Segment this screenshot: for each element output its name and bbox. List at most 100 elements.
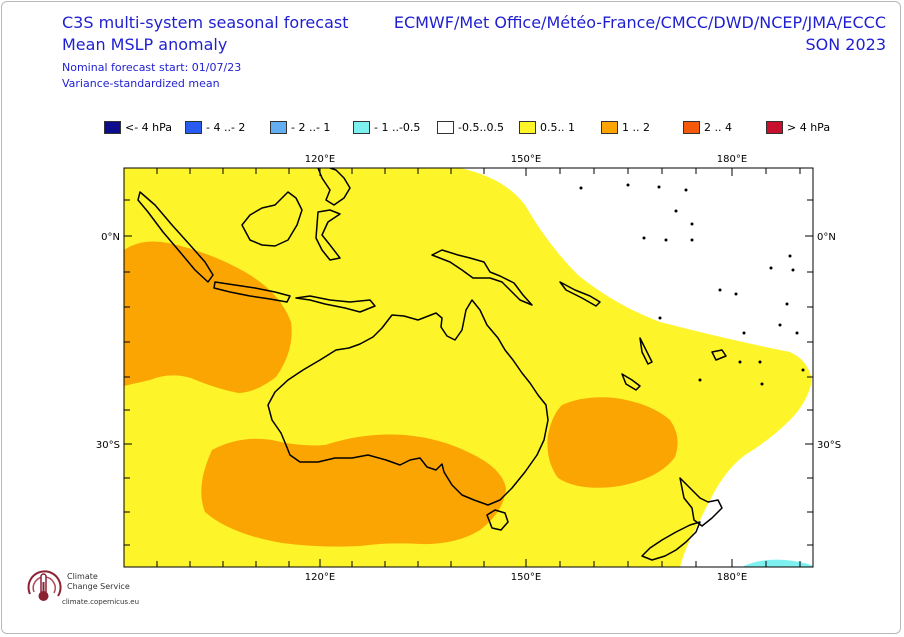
logo-text: Climate Change Service <box>67 572 130 592</box>
island-dot <box>698 378 702 382</box>
season-label: SON 2023 <box>805 35 886 54</box>
island-dot <box>642 236 646 240</box>
legend-item: - 1 ..-0.5 <box>353 121 420 134</box>
legend-item: - 2 ..- 1 <box>270 121 330 134</box>
island-dot <box>690 238 694 242</box>
island-dot <box>690 222 694 226</box>
island-dot <box>626 183 630 187</box>
title-block: C3S multi-system seasonal forecast Mean … <box>62 12 348 92</box>
island-dot <box>674 209 678 213</box>
sumatra-coastline <box>137 191 214 283</box>
orange-region-tasman <box>547 397 678 488</box>
method-note: Variance-standardized mean <box>62 77 220 90</box>
legend-swatch <box>437 121 454 134</box>
legend-label: 2 .. 4 <box>704 121 732 134</box>
legend-item: -0.5..0.5 <box>437 121 504 134</box>
lon-label-top: 120°E <box>305 154 335 165</box>
legend-swatch <box>185 121 202 134</box>
island-dot <box>760 382 764 386</box>
legend-label: <- 4 hPa <box>125 121 173 134</box>
lesser-sunda-coastline <box>295 295 376 313</box>
logo-url: climate.copernicus.eu <box>62 598 140 606</box>
forecast-start: Nominal forecast start: 01/07/23 <box>62 61 242 74</box>
lon-label-bottom: 150°E <box>511 572 541 583</box>
island-dot <box>664 238 668 242</box>
nz-south-island-coastline <box>641 521 701 561</box>
island-dot <box>718 288 722 292</box>
legend-label: - 4 ..- 2 <box>206 121 246 134</box>
island-dot <box>684 188 688 192</box>
thermometer-logo-icon <box>27 570 62 601</box>
legend-label: 1 .. 2 <box>622 121 650 134</box>
legend-item: <- 4 hPa <box>104 121 172 134</box>
legend-item: 0.5.. 1 <box>519 121 575 134</box>
orange-region-west <box>124 241 292 393</box>
orange-region-south <box>201 434 506 547</box>
legend-swatch <box>519 121 536 134</box>
models-block: ECMWF/Met Office/Météo-France/CMCC/DWD/N… <box>394 12 886 56</box>
sulawesi-coastline <box>315 209 341 261</box>
legend-swatch <box>601 121 618 134</box>
lon-label-bottom: 120°E <box>305 572 335 583</box>
island-dot <box>788 254 792 258</box>
legend-label: - 2 ..- 1 <box>291 121 331 134</box>
anomaly-field <box>124 168 813 567</box>
legend-label: -0.5..0.5 <box>458 121 504 134</box>
island-dot <box>791 268 795 272</box>
legend-label: 0.5.. 1 <box>540 121 575 134</box>
map-frame <box>123 167 814 568</box>
new-caledonia-coastline <box>621 373 641 391</box>
pacific-islands <box>579 183 805 386</box>
legend-item: > 4 hPa <box>766 121 830 134</box>
tick-marks <box>123 168 813 567</box>
philippines-coastline <box>317 168 351 206</box>
legend-item: - 4 ..- 2 <box>185 121 245 134</box>
island-dot <box>742 331 746 335</box>
java-coastline <box>213 281 291 303</box>
island-dot <box>734 292 738 296</box>
lat-label-right: 30°S <box>817 440 841 451</box>
lat-label-right: 0°N <box>817 232 836 243</box>
legend-label: > 4 hPa <box>787 121 831 134</box>
island-dot <box>658 316 662 320</box>
legend-item: 2 .. 4 <box>683 121 732 134</box>
island-dot <box>758 360 762 364</box>
title-line: C3S multi-system seasonal forecast <box>62 13 349 32</box>
lon-label-top: 180°E <box>717 154 747 165</box>
australia-coastline <box>267 299 549 506</box>
legend-item: 1 .. 2 <box>601 121 650 134</box>
axis-labels: 120°E 150°E 180°E 120°E 150°E 180°E 0°N … <box>96 154 841 583</box>
legend-swatch <box>353 121 370 134</box>
nz-north-island-coastline <box>679 477 723 527</box>
legend-swatch <box>766 121 783 134</box>
island-dot <box>778 323 782 327</box>
legend-swatch <box>104 121 121 134</box>
solomon-islands-coastline <box>559 281 601 307</box>
fiji-coastline <box>711 349 727 361</box>
vanuatu-coastline <box>639 337 653 365</box>
lat-label-left: 30°S <box>96 440 120 451</box>
lon-label-bottom: 180°E <box>717 572 747 583</box>
models-list: ECMWF/Met Office/Météo-France/CMCC/DWD/N… <box>393 13 886 32</box>
legend-label: - 1 ..-0.5 <box>374 121 421 134</box>
new-guinea-coastline <box>431 249 533 306</box>
island-dot <box>738 360 742 364</box>
island-dot <box>785 302 789 306</box>
borneo-coastline <box>241 191 303 247</box>
island-dot <box>579 186 583 190</box>
logo-name-line: Change Service <box>67 582 130 591</box>
subtitle-line: Mean MSLP anomaly <box>62 35 228 54</box>
lon-label-top: 150°E <box>511 154 541 165</box>
cyan-region <box>742 559 813 567</box>
island-dot <box>795 331 799 335</box>
lat-label-left: 0°N <box>101 232 120 243</box>
island-dot <box>657 185 661 189</box>
legend-swatch <box>683 121 700 134</box>
island-dot <box>801 368 805 372</box>
legend-swatch <box>270 121 287 134</box>
island-dot <box>769 266 773 270</box>
tasmania-coastline <box>486 509 509 531</box>
coastlines <box>137 168 727 561</box>
